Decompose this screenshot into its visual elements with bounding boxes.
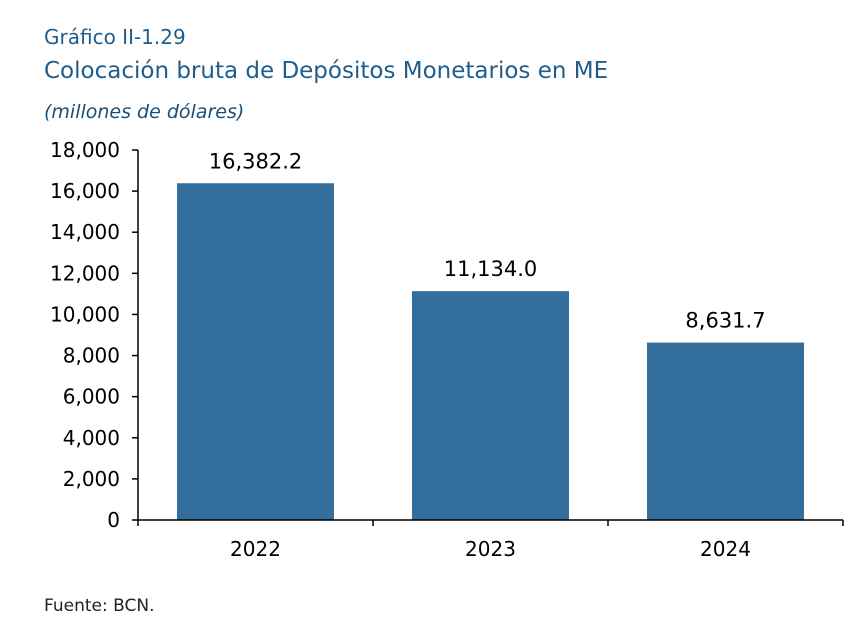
y-tick-label: 8,000 [63, 344, 120, 368]
y-tick-label: 10,000 [50, 302, 120, 326]
bar-2023 [412, 291, 569, 520]
data-label: 11,134.0 [444, 257, 538, 281]
y-tick-label: 2,000 [63, 467, 120, 491]
bar-2024 [647, 342, 804, 520]
y-tick-label: 0 [107, 508, 120, 532]
chart-title: Colocación bruta de Depósitos Monetarios… [44, 58, 609, 84]
y-tick-label: 14,000 [50, 220, 120, 244]
y-tick-label: 6,000 [63, 385, 120, 409]
chart-units: (millones de dólares) [44, 101, 245, 123]
y-axis-ticks: 0 2,000 4,000 6,000 8,000 10,000 12,000 14,000 1… [50, 138, 138, 532]
y-tick-label: 16,000 [50, 179, 120, 203]
source-note: Fuente: BCN. [44, 596, 155, 616]
x-tick-label: 2022 [230, 537, 281, 561]
y-tick-label: 12,000 [50, 261, 120, 285]
data-label: 8,631.7 [685, 309, 765, 333]
figure-label: Gráfico II-1.29 [44, 25, 186, 49]
value-labels: 16,382.2 11,134.0 8,631.7 [209, 149, 766, 332]
x-axis-labels: 2022 2023 2024 [230, 537, 751, 561]
bars [177, 183, 804, 521]
bar-2022 [177, 183, 334, 521]
y-tick-label: 4,000 [63, 426, 120, 450]
y-tick-label: 18,000 [50, 138, 120, 162]
data-label: 16,382.2 [209, 149, 303, 173]
x-axis-ticks [137, 520, 844, 526]
x-tick-label: 2023 [465, 537, 516, 561]
x-tick-label: 2024 [700, 537, 751, 561]
